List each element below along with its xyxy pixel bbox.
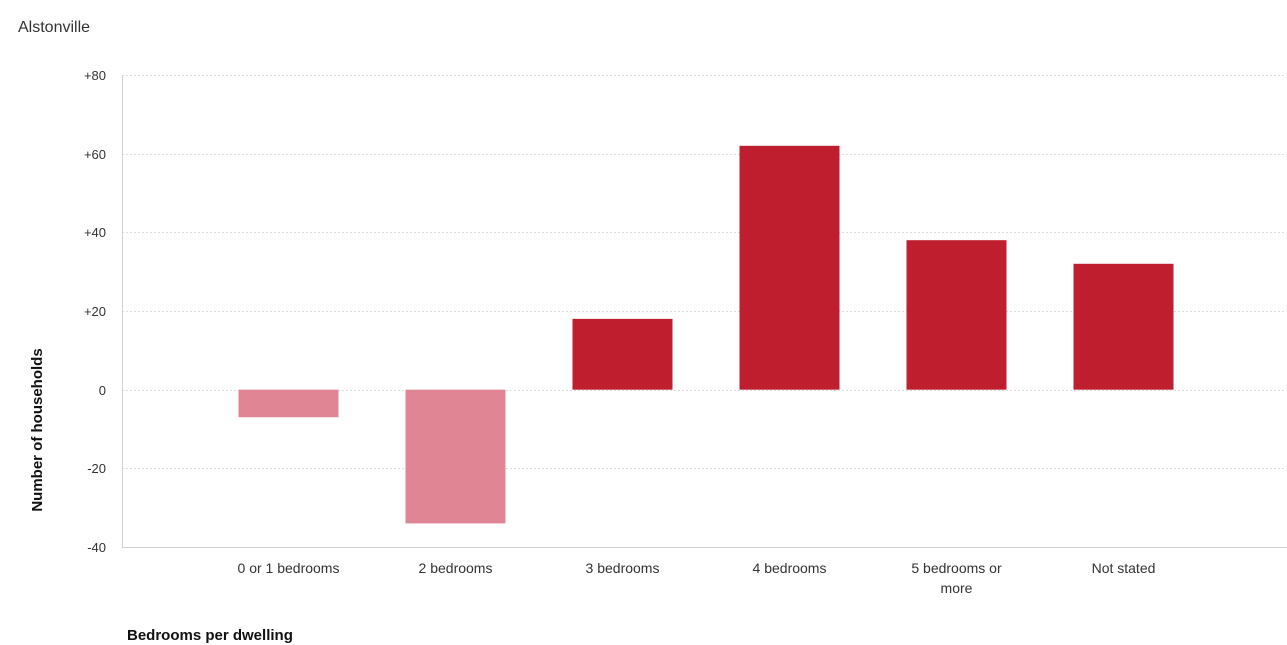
axes	[122, 75, 1287, 548]
x-tick-label: 4 bedrooms	[753, 560, 827, 576]
y-tick-label: -20	[87, 461, 106, 476]
x-axis-label: Bedrooms per dwelling	[127, 627, 293, 644]
x-tick-label: 0 or 1 bedrooms	[238, 560, 340, 576]
bar	[1073, 263, 1174, 390]
x-tick-label-line: Not stated	[1092, 560, 1156, 576]
y-tick-labels: +80 +60 +40 +20 0 -20 -40	[84, 68, 106, 555]
bar	[405, 389, 506, 524]
bar	[572, 318, 673, 390]
x-tick-label-line: 2 bedrooms	[419, 560, 493, 576]
chart-title: Alstonville	[18, 19, 90, 36]
y-tick-label: +20	[84, 304, 106, 319]
y-tick-label: -40	[87, 540, 106, 555]
x-tick-label-line: 0 or 1 bedrooms	[238, 560, 340, 576]
bar	[238, 389, 339, 418]
y-tick-label: 0	[99, 383, 106, 398]
bar	[739, 145, 840, 390]
bar	[906, 240, 1007, 390]
x-tick-label: Not stated	[1092, 560, 1156, 576]
x-tick-label: 3 bedrooms	[586, 560, 660, 576]
y-tick-label: +40	[84, 225, 106, 240]
x-tick-label-line: 4 bedrooms	[753, 560, 827, 576]
x-tick-label: 5 bedrooms or more	[911, 560, 1002, 596]
x-tick-labels: 0 or 1 bedrooms 2 bedrooms 3 bedrooms 4 bed…	[238, 560, 1156, 596]
x-tick-label-line: 5 bedrooms or	[911, 560, 1002, 576]
x-tick-label: 2 bedrooms	[419, 560, 493, 576]
bars	[238, 145, 1174, 524]
x-tick-label-line: more	[941, 580, 973, 596]
y-tick-label: +80	[84, 68, 106, 83]
x-tick-label-line: 3 bedrooms	[586, 560, 660, 576]
y-axis-label: Number of households	[29, 348, 46, 511]
y-tick-label: +60	[84, 147, 106, 162]
